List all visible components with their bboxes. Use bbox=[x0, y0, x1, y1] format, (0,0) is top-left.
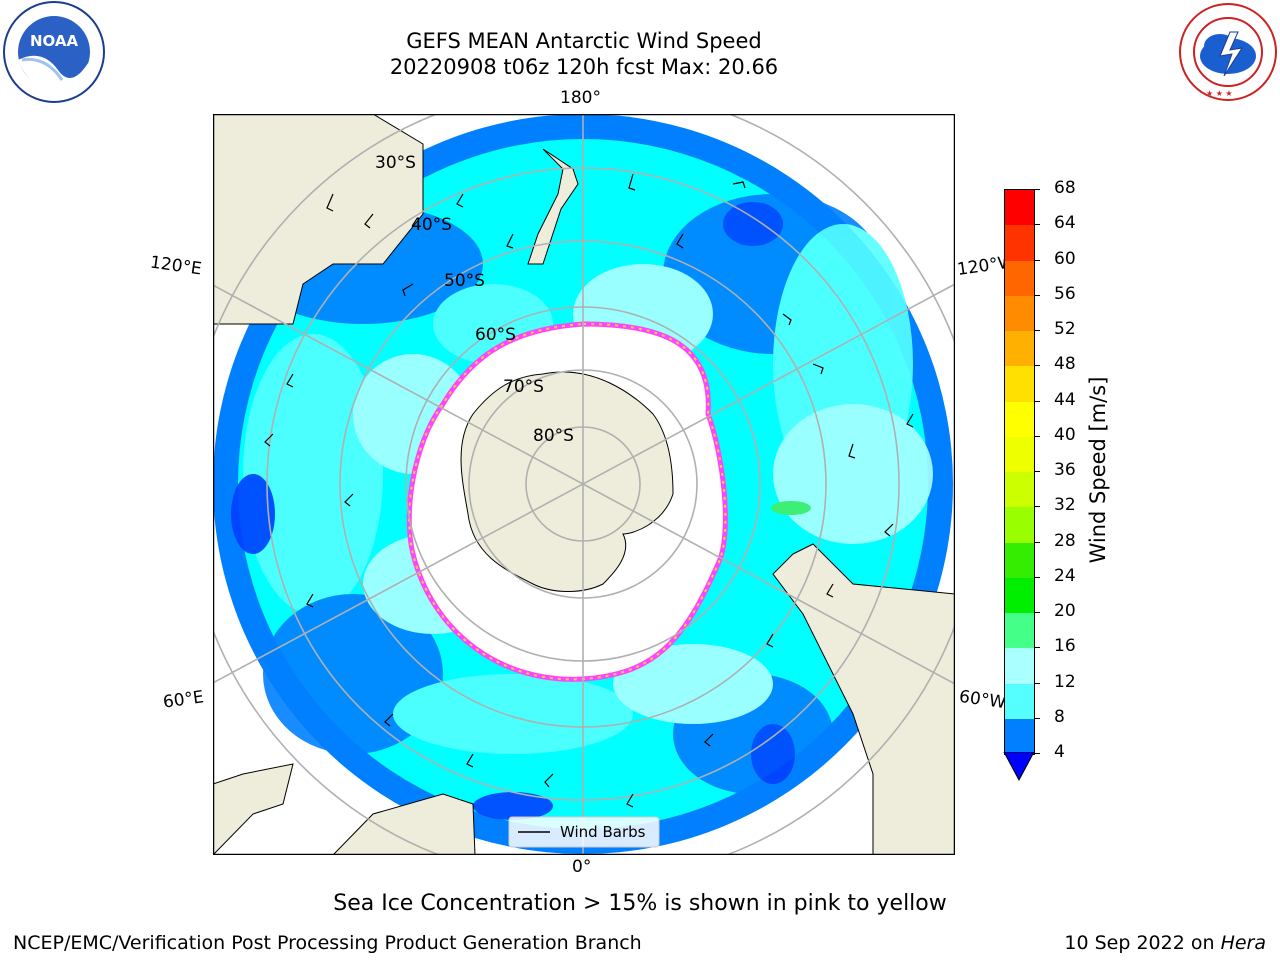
wind-barbs bbox=[264, 173, 914, 808]
map-title: GEFS MEAN Antarctic Wind Speed bbox=[406, 29, 762, 53]
antarctica-land bbox=[460, 371, 674, 592]
lon-label-60e: 60°E bbox=[161, 687, 206, 713]
map-frame bbox=[213, 114, 955, 855]
footer-branch: NCEP/EMC/Verification Post Processing Pr… bbox=[13, 932, 642, 954]
colorbar-tick-label: 36 bbox=[1054, 460, 1076, 480]
new-zealand-land bbox=[527, 148, 579, 265]
colorbar bbox=[1004, 189, 1035, 755]
lat-label-80s: 80°S bbox=[533, 426, 574, 446]
colorbar-tick-mark bbox=[1034, 189, 1040, 190]
colorbar-tick-label: 56 bbox=[1054, 283, 1076, 304]
colorbar-tick-mark bbox=[1034, 506, 1040, 508]
lon-label-0: 0° bbox=[572, 857, 592, 877]
colorbar-tick-mark bbox=[1034, 400, 1040, 402]
colorbar-tick-label: 16 bbox=[1054, 636, 1076, 657]
colorbar-segment bbox=[1005, 190, 1034, 226]
colorbar-tick-mark bbox=[1034, 365, 1040, 367]
map-subtitle: 20220908 t06z 120h fcst Max: 20.66 bbox=[389, 55, 779, 79]
colorbar-tick-label: 68 bbox=[1054, 178, 1076, 198]
colorbar-segment bbox=[1005, 260, 1034, 296]
colorbar-label: Wind Speed [m/s] bbox=[1086, 376, 1110, 564]
map-panel: 30°S 40°S 50°S 60°S 70°S 80°S Wind Barbs bbox=[213, 114, 955, 855]
colorbar-tick-label: 40 bbox=[1054, 424, 1076, 445]
colorbar-segment bbox=[1005, 718, 1034, 754]
colorbar-segment bbox=[1005, 436, 1034, 472]
colorbar-tick-label: 60 bbox=[1054, 248, 1076, 269]
colorbar-tick-mark bbox=[1034, 753, 1040, 754]
lon-label-180: 180° bbox=[560, 88, 601, 108]
colorbar-segment bbox=[1005, 542, 1034, 578]
colorbar-tick-mark bbox=[1034, 224, 1040, 226]
colorbar-tick-mark bbox=[1034, 682, 1040, 684]
colorbar-tick-mark bbox=[1034, 435, 1040, 437]
colorbar-tick-mark bbox=[1034, 717, 1040, 719]
noaa-logo: NOAA bbox=[2, 0, 106, 104]
colorbar-tick-label: 32 bbox=[1054, 495, 1076, 516]
madagascar-land bbox=[213, 763, 294, 855]
colorbar-tick-mark bbox=[1034, 294, 1040, 296]
africa-land bbox=[332, 793, 476, 855]
lat-label-30s: 30°S bbox=[375, 153, 416, 173]
colorbar-tick-mark bbox=[1034, 612, 1040, 613]
colorbar-segment bbox=[1005, 472, 1034, 508]
colorbar-tick-mark bbox=[1034, 647, 1040, 649]
lat-label-40s: 40°S bbox=[411, 215, 452, 235]
colorbar-tick-mark bbox=[1034, 576, 1040, 578]
colorbar-tick-label: 28 bbox=[1054, 530, 1076, 551]
colorbar-tick-label: 52 bbox=[1054, 319, 1076, 339]
footer-machine: Hera bbox=[1220, 932, 1266, 954]
lon-label-120e: 120°E bbox=[148, 252, 203, 280]
colorbar-segment bbox=[1005, 331, 1034, 367]
colorbar-tick-label: 44 bbox=[1054, 389, 1076, 410]
colorbar-segment bbox=[1005, 225, 1034, 261]
colorbar-tick-label: 48 bbox=[1054, 354, 1076, 375]
colorbar-tick-label: 8 bbox=[1054, 706, 1065, 727]
sea-ice-caption: Sea Ice Concentration > 15% is shown in … bbox=[333, 891, 947, 916]
colorbar-segment bbox=[1005, 507, 1034, 543]
footer-date-text: 10 Sep 2022 on bbox=[1064, 932, 1215, 954]
colorbar-tick-label: 24 bbox=[1054, 565, 1076, 586]
svg-text:★ ★ ★: ★ ★ ★ bbox=[1206, 89, 1233, 98]
colorbar-segment bbox=[1005, 683, 1034, 719]
colorbar-tick-mark bbox=[1034, 259, 1040, 261]
longitude-gridlines bbox=[213, 114, 955, 855]
footer-date: 10 Sep 2022 on Hera bbox=[1064, 932, 1266, 954]
legend-label: Wind Barbs bbox=[560, 823, 646, 841]
colorbar-extend-arrow bbox=[1003, 752, 1035, 782]
noaa-logo-text: NOAA bbox=[30, 32, 79, 50]
south-america-land bbox=[772, 543, 955, 855]
colorbar-segment bbox=[1005, 366, 1034, 402]
nws-logo: ★ ★ ★ bbox=[1176, 0, 1280, 104]
colorbar-tick-label: 64 bbox=[1054, 213, 1076, 234]
legend-box bbox=[508, 816, 660, 848]
colorbar-segment bbox=[1005, 613, 1034, 649]
colorbar-tick-label: 20 bbox=[1054, 601, 1076, 621]
colorbar-segment bbox=[1005, 577, 1034, 613]
lon-label-60w: 60°W bbox=[957, 686, 1008, 714]
colorbar-segment bbox=[1005, 401, 1034, 437]
colorbar-tick-label: 4 bbox=[1054, 742, 1065, 762]
colorbar-segment bbox=[1005, 295, 1034, 331]
colorbar-tick-mark bbox=[1034, 471, 1040, 472]
australia-land bbox=[213, 114, 424, 325]
lat-label-50s: 50°S bbox=[444, 271, 485, 291]
colorbar-tick-mark bbox=[1034, 330, 1040, 331]
lat-label-70s: 70°S bbox=[503, 377, 544, 397]
colorbar-tick-mark bbox=[1034, 541, 1040, 543]
colorbar-segment bbox=[1005, 648, 1034, 684]
colorbar-tick-label: 12 bbox=[1054, 671, 1076, 692]
lat-label-60s: 60°S bbox=[475, 325, 516, 345]
